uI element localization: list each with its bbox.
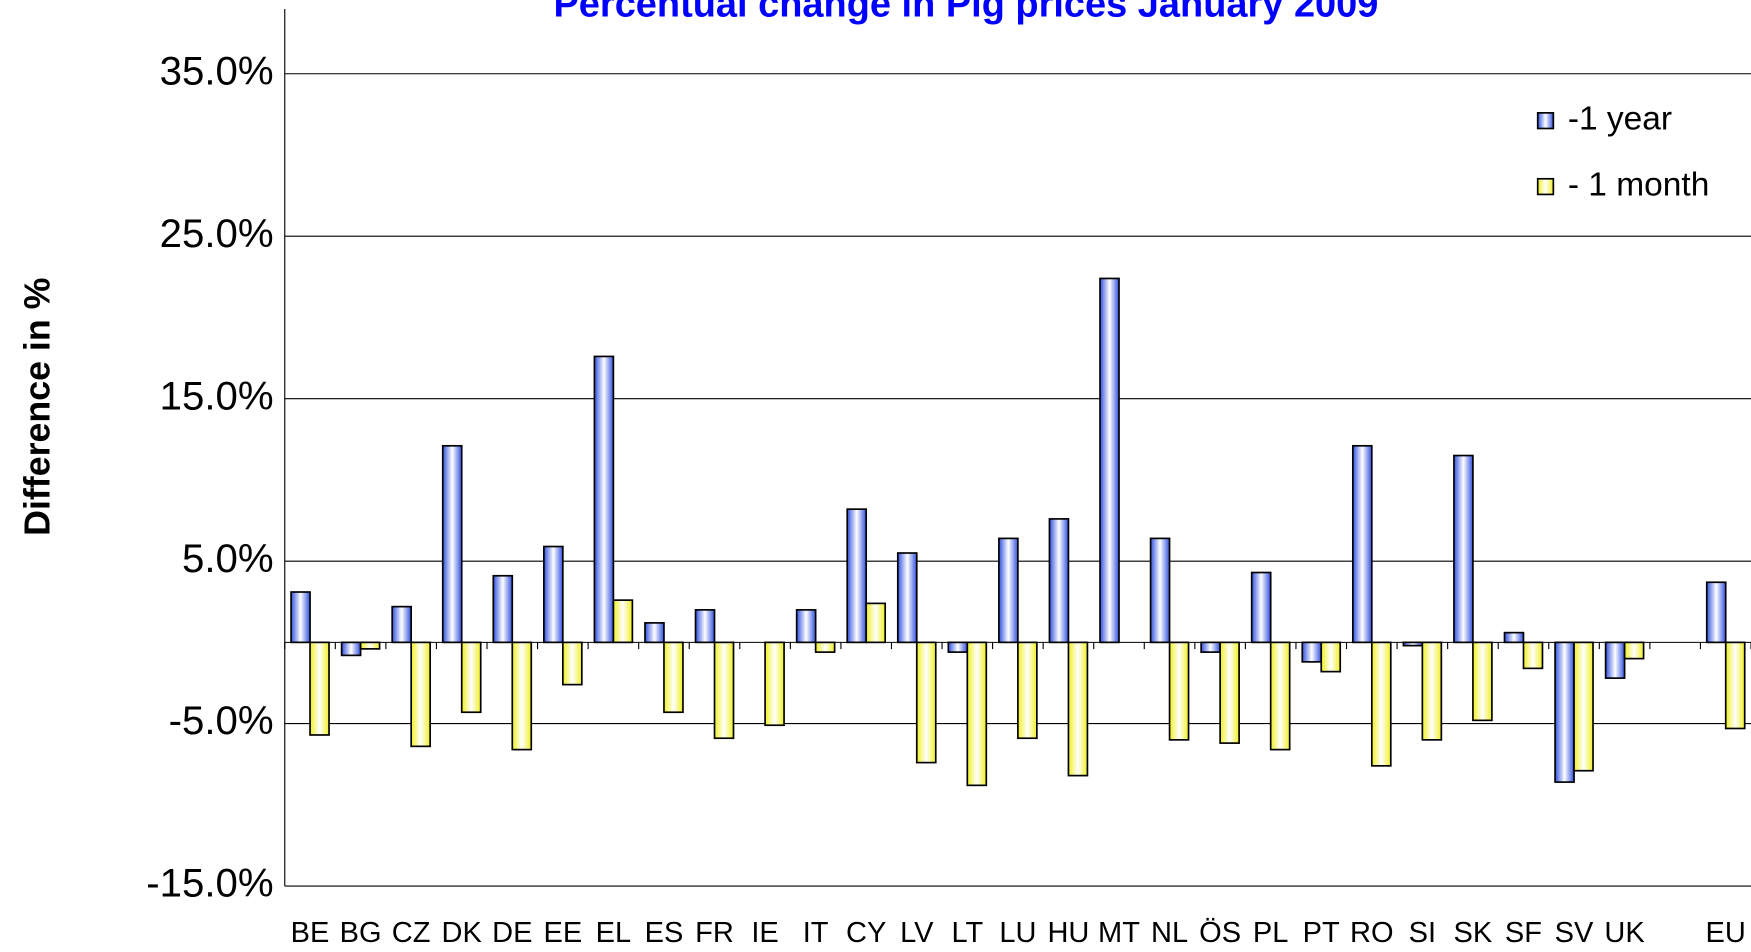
bar: [612, 599, 634, 644]
bar: [915, 641, 937, 764]
bar: [1623, 641, 1645, 660]
x-tick-label: SI: [1409, 917, 1436, 949]
x-tick-label: HU: [1047, 917, 1089, 949]
x-tick-label: LU: [999, 917, 1036, 949]
bar: [1269, 641, 1291, 751]
bar: [947, 641, 969, 653]
bar: [1048, 518, 1070, 644]
y-tick-label: 35.0%: [160, 48, 274, 93]
x-tick-label: DE: [492, 917, 532, 949]
bar: [764, 641, 785, 727]
bar: [1573, 641, 1594, 772]
bar: [1522, 641, 1544, 670]
bar: [1067, 641, 1089, 777]
bar: [1370, 641, 1392, 767]
x-tick-label: CY: [846, 917, 886, 949]
chart-title: Percentual change in Pig prices January …: [554, 0, 1379, 26]
bar: [865, 602, 887, 644]
bar: [1705, 581, 1727, 644]
bar: [1554, 641, 1575, 783]
bar: [1472, 641, 1493, 722]
y-tick-label: 25.0%: [160, 211, 274, 256]
bar: [1503, 631, 1525, 644]
x-tick-label: PL: [1253, 917, 1289, 949]
x-tick-label: IE: [751, 917, 778, 949]
x-tick-label: NL: [1151, 917, 1188, 949]
bar: [340, 641, 362, 657]
x-tick-label: CZ: [392, 917, 431, 949]
x-tick-label: EE: [543, 917, 582, 949]
legend-swatch: [1536, 177, 1555, 196]
bar: [896, 552, 918, 644]
y-tick-label: -5.0%: [169, 698, 274, 743]
x-tick-label: DK: [442, 917, 483, 949]
x-tick-label: LV: [900, 917, 934, 949]
x-tick-label: FR: [695, 917, 734, 949]
x-tick-label: EL: [596, 917, 632, 949]
bar: [998, 537, 1019, 644]
x-tick-label: SK: [1454, 917, 1493, 949]
bar: [460, 641, 482, 714]
x-tick-label: ÖS: [1199, 917, 1241, 949]
bar: [663, 641, 684, 714]
bar: [795, 609, 817, 644]
bar: [814, 641, 836, 653]
bar: [1320, 641, 1342, 673]
x-tick-label: BG: [340, 917, 382, 949]
y-tick-label: 5.0%: [182, 536, 274, 581]
bar: [644, 622, 665, 644]
x-tick-label: IT: [803, 917, 829, 949]
x-tick-label: PT: [1303, 917, 1340, 949]
bar: [391, 605, 412, 644]
bar: [1149, 537, 1171, 644]
bar: [441, 444, 463, 644]
bar: [1168, 641, 1190, 741]
bar: [410, 641, 431, 748]
bar: [593, 355, 615, 644]
legend-swatch: [1536, 112, 1555, 130]
bar: [1301, 641, 1323, 663]
bar: [694, 609, 716, 644]
x-tick-label: EU: [1706, 917, 1746, 949]
bar: [309, 641, 330, 736]
y-tick-label: -15.0%: [146, 861, 273, 906]
bar: [511, 641, 533, 751]
bar: [290, 591, 311, 644]
x-tick-label: LT: [951, 917, 983, 949]
bar: [543, 545, 564, 644]
bar: [492, 574, 514, 644]
bar: [1351, 444, 1373, 644]
x-tick-label: BE: [291, 917, 330, 949]
legend-label: -1 year: [1568, 101, 1672, 138]
bar: [1453, 454, 1474, 644]
bar: [562, 641, 583, 686]
x-tick-label: UK: [1604, 917, 1645, 949]
bar: [1099, 277, 1120, 644]
bar: [1604, 641, 1626, 679]
y-axis-label: Difference in %: [18, 278, 58, 536]
x-tick-label: SV: [1555, 917, 1594, 949]
x-tick-label: SF: [1505, 917, 1542, 949]
bar: [359, 641, 381, 650]
bar: [1250, 571, 1272, 644]
bar: [713, 641, 735, 740]
x-tick-label: RO: [1350, 917, 1394, 949]
x-tick-label: ES: [645, 917, 684, 949]
bar: [1421, 641, 1443, 741]
bar: [1219, 641, 1240, 744]
y-tick-label: 15.0%: [160, 373, 274, 418]
x-tick-label: MT: [1098, 917, 1140, 949]
bar: [846, 508, 868, 644]
bar: [966, 641, 988, 787]
legend-label: - 1 month: [1568, 166, 1709, 203]
bar: [1724, 641, 1746, 730]
bar: [1200, 641, 1221, 653]
bar: [1017, 641, 1038, 740]
